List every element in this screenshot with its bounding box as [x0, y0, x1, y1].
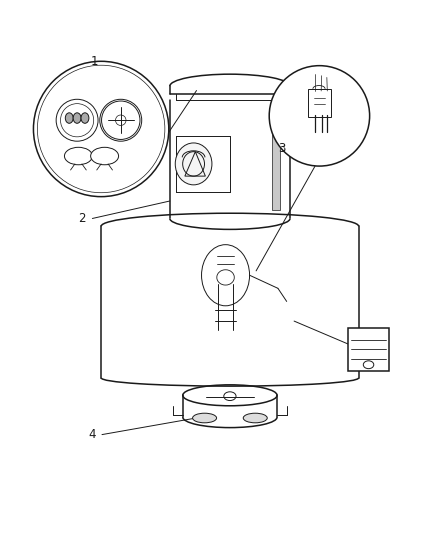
FancyBboxPatch shape [170, 100, 290, 219]
Text: 3: 3 [279, 142, 286, 155]
Ellipse shape [64, 147, 92, 165]
FancyBboxPatch shape [101, 227, 359, 378]
Ellipse shape [81, 113, 89, 123]
FancyBboxPatch shape [307, 89, 331, 117]
Circle shape [100, 99, 142, 141]
Ellipse shape [91, 147, 119, 165]
Ellipse shape [65, 113, 73, 123]
Ellipse shape [243, 413, 267, 423]
Circle shape [33, 61, 169, 197]
Circle shape [269, 66, 370, 166]
Text: 1: 1 [91, 55, 98, 68]
Text: 4: 4 [88, 428, 96, 441]
Circle shape [56, 99, 98, 141]
FancyBboxPatch shape [272, 127, 280, 210]
FancyBboxPatch shape [348, 328, 389, 372]
Ellipse shape [193, 413, 217, 423]
Ellipse shape [175, 143, 212, 185]
Ellipse shape [73, 113, 81, 123]
FancyBboxPatch shape [183, 395, 277, 417]
Text: 2: 2 [78, 212, 85, 225]
Ellipse shape [201, 245, 250, 306]
